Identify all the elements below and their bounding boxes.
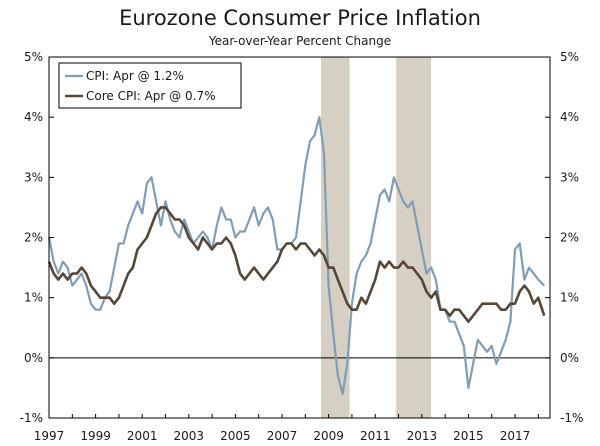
y-tick-label-right: -1% — [560, 411, 583, 425]
chart-title: Eurozone Consumer Price Inflation — [119, 6, 481, 30]
x-tick-label: 1997 — [34, 429, 65, 443]
x-tick-label: 2013 — [407, 429, 438, 443]
x-tick-label: 2009 — [313, 429, 344, 443]
y-tick-label-right: 4% — [560, 110, 579, 124]
y-tick-label-left: 5% — [24, 50, 43, 64]
x-tick-label: 2005 — [220, 429, 251, 443]
legend-box — [58, 62, 242, 109]
x-tick-label: 2011 — [360, 429, 391, 443]
series-line-core-cpi — [47, 206, 546, 324]
x-tick-label: 2015 — [453, 429, 484, 443]
recession-band-1 — [396, 57, 432, 418]
y-tick-label-right: 3% — [560, 170, 579, 184]
left-y-axis: -1% 0% 1% 2% 3% 4% 5% — [20, 50, 54, 425]
x-tick-label: 1999 — [80, 429, 111, 443]
x-tick-label: 2007 — [267, 429, 298, 443]
series-lines — [47, 116, 546, 395]
y-tick-label-right: 0% — [560, 351, 579, 365]
y-tick-label-left: 4% — [24, 110, 43, 124]
legend-label-core-cpi: Core CPI: Apr @ 0.7% — [86, 89, 215, 103]
y-tick-label-left: -1% — [20, 411, 43, 425]
x-axis: 1997 1999 2001 2003 2005 2007 2009 2011 2013 2015… — [34, 414, 539, 443]
y-tick-label-left: 2% — [24, 231, 43, 245]
right-y-axis: -1% 0% 1% 2% 3% 4% 5% — [545, 50, 583, 425]
y-tick-label-right: 1% — [560, 291, 579, 305]
y-tick-label-right: 2% — [560, 231, 579, 245]
series-line-cpi — [47, 116, 545, 395]
y-tick-label-left: 1% — [24, 291, 43, 305]
legend: CPI: Apr @ 1.2% Core CPI: Apr @ 0.7% — [58, 62, 242, 109]
recession-band-0 — [320, 57, 350, 418]
y-tick-label-right: 5% — [560, 50, 579, 64]
x-tick-label: 2017 — [500, 429, 531, 443]
legend-label-cpi: CPI: Apr @ 1.2% — [86, 69, 184, 83]
x-tick-label: 2003 — [174, 429, 205, 443]
chart-subtitle: Year-over-Year Percent Change — [208, 34, 392, 48]
y-tick-label-left: 0% — [24, 351, 43, 365]
y-tick-label-left: 3% — [24, 170, 43, 184]
x-tick-label: 2001 — [127, 429, 158, 443]
